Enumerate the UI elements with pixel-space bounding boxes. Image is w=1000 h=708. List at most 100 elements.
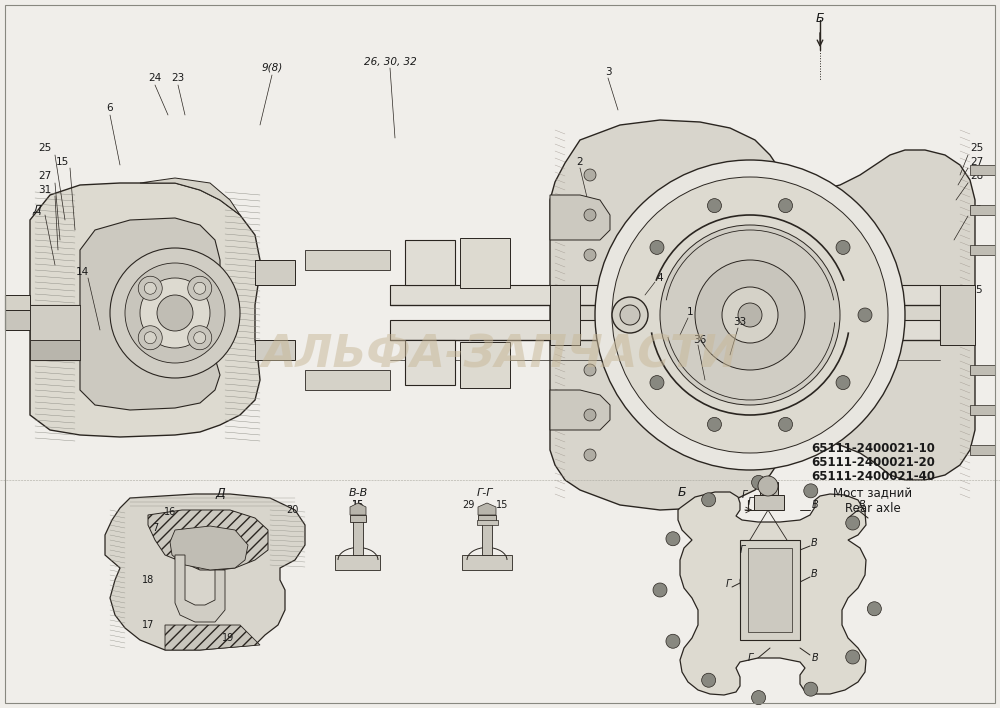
Text: В-В: В-В bbox=[348, 488, 368, 498]
Polygon shape bbox=[170, 526, 248, 570]
Polygon shape bbox=[30, 340, 80, 360]
Circle shape bbox=[628, 308, 642, 322]
Polygon shape bbox=[30, 305, 80, 340]
Text: 23: 23 bbox=[171, 73, 185, 83]
Circle shape bbox=[867, 602, 881, 616]
Text: Мост задний: Мост задний bbox=[833, 488, 913, 501]
Polygon shape bbox=[405, 240, 455, 285]
Text: 17: 17 bbox=[142, 620, 154, 630]
Circle shape bbox=[804, 484, 818, 498]
Polygon shape bbox=[175, 555, 225, 622]
Text: 19: 19 bbox=[222, 633, 234, 643]
Polygon shape bbox=[305, 250, 390, 270]
Polygon shape bbox=[405, 340, 455, 385]
Text: Д: Д bbox=[215, 486, 225, 500]
Text: 2: 2 bbox=[577, 157, 583, 167]
Circle shape bbox=[138, 276, 162, 300]
Circle shape bbox=[695, 260, 805, 370]
Text: Д: Д bbox=[33, 205, 41, 215]
Text: 1: 1 bbox=[687, 307, 693, 317]
Circle shape bbox=[858, 308, 872, 322]
Circle shape bbox=[666, 634, 680, 649]
Polygon shape bbox=[148, 510, 268, 570]
Circle shape bbox=[584, 364, 596, 376]
Circle shape bbox=[779, 199, 793, 212]
Circle shape bbox=[707, 199, 721, 212]
Polygon shape bbox=[754, 495, 784, 510]
Polygon shape bbox=[482, 520, 492, 555]
Polygon shape bbox=[748, 548, 792, 632]
Circle shape bbox=[584, 209, 596, 221]
Text: 26, 30, 32: 26, 30, 32 bbox=[364, 57, 416, 67]
Text: 15: 15 bbox=[496, 500, 508, 510]
Polygon shape bbox=[462, 555, 512, 570]
Text: 15: 15 bbox=[352, 500, 364, 510]
Text: 20: 20 bbox=[286, 505, 298, 515]
Polygon shape bbox=[740, 540, 800, 640]
Polygon shape bbox=[478, 503, 496, 515]
Text: 13: 13 bbox=[970, 205, 983, 215]
Text: 29: 29 bbox=[462, 500, 474, 510]
Polygon shape bbox=[80, 218, 220, 410]
Text: Г: Г bbox=[747, 653, 753, 663]
Polygon shape bbox=[940, 285, 975, 345]
Circle shape bbox=[194, 332, 206, 344]
Polygon shape bbox=[390, 285, 940, 305]
Circle shape bbox=[779, 418, 793, 431]
Polygon shape bbox=[678, 492, 866, 695]
Polygon shape bbox=[30, 183, 260, 437]
Polygon shape bbox=[550, 120, 975, 510]
Text: АЛЬФА-ЗАПЧАСТИ: АЛЬФА-ЗАПЧАСТИ bbox=[262, 333, 738, 377]
Text: 9(8): 9(8) bbox=[261, 63, 283, 73]
Text: 27: 27 bbox=[38, 171, 52, 181]
Circle shape bbox=[194, 282, 206, 295]
Text: Г: Г bbox=[725, 579, 731, 589]
Text: 16: 16 bbox=[164, 507, 176, 517]
Polygon shape bbox=[335, 555, 380, 570]
Polygon shape bbox=[140, 178, 240, 215]
Text: 25: 25 bbox=[970, 143, 983, 153]
Polygon shape bbox=[353, 520, 363, 555]
Polygon shape bbox=[478, 515, 496, 522]
Text: Г: Г bbox=[739, 545, 745, 555]
Circle shape bbox=[125, 263, 225, 363]
Circle shape bbox=[584, 449, 596, 461]
Text: В: В bbox=[859, 500, 865, 510]
Text: 4: 4 bbox=[657, 273, 663, 283]
Text: 33: 33 bbox=[733, 317, 747, 327]
Text: 14: 14 bbox=[75, 267, 89, 277]
Circle shape bbox=[702, 493, 716, 507]
Text: 28: 28 bbox=[970, 171, 983, 181]
Text: 6: 6 bbox=[107, 103, 113, 113]
Circle shape bbox=[846, 650, 860, 664]
Polygon shape bbox=[460, 342, 510, 388]
Text: 24: 24 bbox=[148, 73, 162, 83]
Circle shape bbox=[758, 476, 778, 496]
Circle shape bbox=[752, 475, 766, 489]
Text: 65111-2400021-10: 65111-2400021-10 bbox=[811, 442, 935, 455]
Text: 5: 5 bbox=[975, 285, 982, 295]
Circle shape bbox=[738, 303, 762, 327]
Circle shape bbox=[188, 276, 212, 300]
Text: 15: 15 bbox=[352, 500, 364, 510]
Polygon shape bbox=[255, 260, 295, 285]
Circle shape bbox=[584, 409, 596, 421]
Text: 65111-2400021-20: 65111-2400021-20 bbox=[811, 455, 935, 469]
Polygon shape bbox=[255, 340, 295, 360]
Polygon shape bbox=[550, 390, 610, 430]
Text: 15: 15 bbox=[55, 157, 69, 167]
Polygon shape bbox=[350, 515, 366, 522]
Circle shape bbox=[140, 278, 210, 348]
Circle shape bbox=[110, 248, 240, 378]
Text: 31: 31 bbox=[38, 185, 52, 195]
Circle shape bbox=[620, 305, 640, 325]
Text: Б: Б bbox=[678, 486, 686, 500]
Polygon shape bbox=[165, 625, 260, 650]
Polygon shape bbox=[970, 445, 995, 455]
Polygon shape bbox=[970, 365, 995, 375]
Polygon shape bbox=[5, 295, 30, 315]
Text: 27: 27 bbox=[970, 157, 983, 167]
Text: Г-Г: Г-Г bbox=[477, 488, 493, 498]
Circle shape bbox=[584, 249, 596, 261]
Text: 65111-2400021-40: 65111-2400021-40 bbox=[811, 469, 935, 482]
